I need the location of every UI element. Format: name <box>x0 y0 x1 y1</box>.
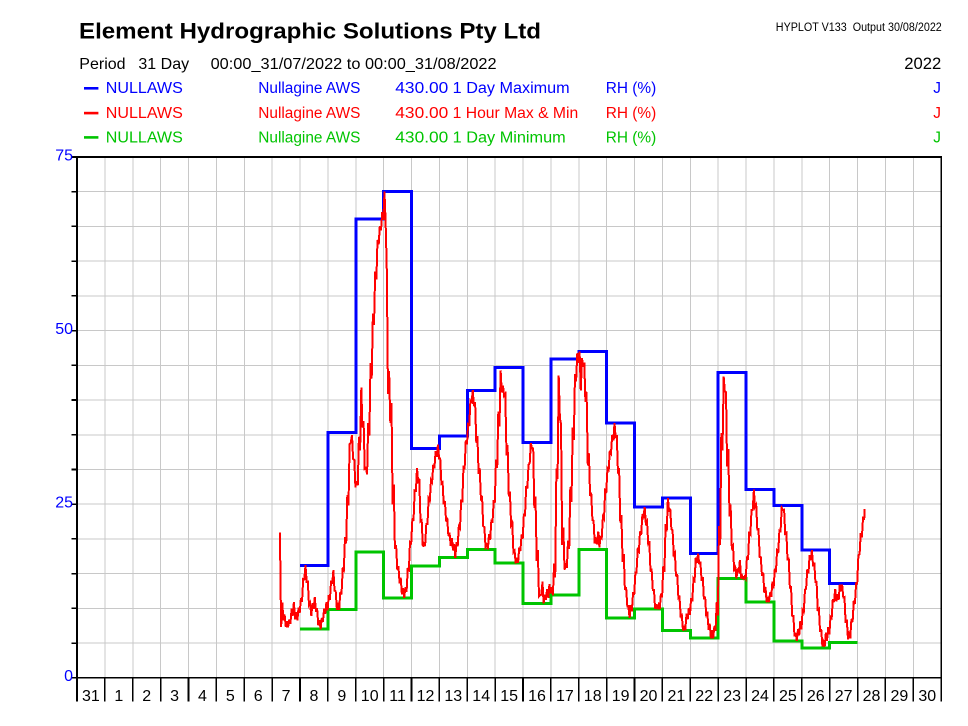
svg-text:28: 28 <box>863 688 881 705</box>
svg-text:Element Hydrographic Solutions: Element Hydrographic Solutions Pty Ltd <box>79 18 541 43</box>
svg-text:25: 25 <box>779 688 797 705</box>
svg-text:0: 0 <box>64 668 73 685</box>
svg-text:Period: Period <box>79 56 125 73</box>
svg-text:9: 9 <box>337 688 346 705</box>
svg-text:5: 5 <box>226 688 235 705</box>
svg-text:RH (%): RH (%) <box>606 105 656 122</box>
svg-text:19: 19 <box>612 688 630 705</box>
svg-text:1: 1 <box>114 688 123 705</box>
svg-text:15: 15 <box>500 688 518 705</box>
svg-text:7: 7 <box>282 688 291 705</box>
svg-text:1 Day Maximum: 1 Day Maximum <box>453 80 570 97</box>
svg-text:NULLAWS: NULLAWS <box>106 80 183 97</box>
svg-text:430.00: 430.00 <box>395 129 448 146</box>
svg-text:17: 17 <box>556 688 574 705</box>
svg-text:430.00: 430.00 <box>395 105 448 122</box>
svg-text:16: 16 <box>528 688 546 705</box>
svg-text:4: 4 <box>198 688 207 705</box>
svg-text:14: 14 <box>472 688 490 705</box>
svg-text:J: J <box>933 80 941 97</box>
svg-text:J: J <box>933 129 941 146</box>
svg-text:20: 20 <box>640 688 658 705</box>
svg-text:00:00_31/07/2022 to 00:00_31/0: 00:00_31/07/2022 to 00:00_31/08/2022 <box>211 56 497 73</box>
svg-text:13: 13 <box>444 688 462 705</box>
svg-text:6: 6 <box>254 688 263 705</box>
svg-text:31 Day: 31 Day <box>138 56 189 73</box>
svg-text:75: 75 <box>55 147 73 164</box>
svg-text:3: 3 <box>170 688 179 705</box>
svg-text:10: 10 <box>361 688 379 705</box>
svg-text:29: 29 <box>891 688 909 705</box>
svg-text:27: 27 <box>835 688 853 705</box>
svg-text:11: 11 <box>389 688 406 705</box>
svg-text:NULLAWS: NULLAWS <box>106 105 183 122</box>
svg-text:Nullagine AWS: Nullagine AWS <box>258 105 360 122</box>
svg-text:18: 18 <box>584 688 602 705</box>
svg-text:HYPLOT V133 Output 30/08/2022: HYPLOT V133 Output 30/08/2022 <box>776 22 942 34</box>
svg-text:Nullagine AWS: Nullagine AWS <box>258 129 360 146</box>
svg-text:RH (%): RH (%) <box>606 129 656 146</box>
svg-text:30: 30 <box>918 688 936 705</box>
svg-text:25: 25 <box>55 495 73 512</box>
svg-text:2: 2 <box>142 688 151 705</box>
svg-text:J: J <box>933 105 941 122</box>
svg-text:22: 22 <box>695 688 713 705</box>
svg-text:21: 21 <box>668 688 686 705</box>
svg-text:430.00: 430.00 <box>395 80 448 97</box>
svg-text:Nullagine AWS: Nullagine AWS <box>258 80 360 97</box>
svg-text:24: 24 <box>751 688 769 705</box>
svg-text:50: 50 <box>55 321 73 338</box>
svg-text:12: 12 <box>417 688 435 705</box>
svg-text:8: 8 <box>310 688 319 705</box>
svg-text:23: 23 <box>723 688 741 705</box>
svg-text:1 Hour Max & Min: 1 Hour Max & Min <box>453 105 579 122</box>
svg-text:26: 26 <box>807 688 825 705</box>
svg-text:RH (%): RH (%) <box>606 80 656 97</box>
svg-text:NULLAWS: NULLAWS <box>106 129 183 146</box>
svg-text:2022: 2022 <box>904 54 941 73</box>
svg-text:1 Day Minimum: 1 Day Minimum <box>453 129 566 146</box>
svg-text:31: 31 <box>82 688 100 705</box>
